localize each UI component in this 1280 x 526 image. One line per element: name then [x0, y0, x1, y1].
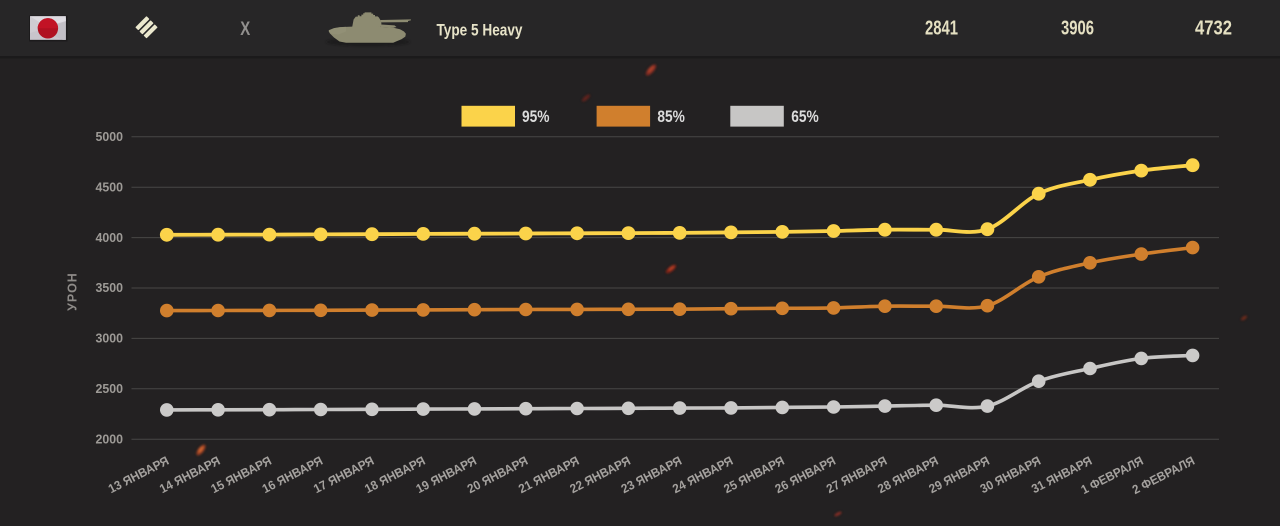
- svg-text:4500: 4500: [96, 180, 124, 194]
- svg-text:2841: 2841: [925, 18, 958, 40]
- svg-text:4732: 4732: [1195, 18, 1232, 40]
- svg-text:2500: 2500: [96, 382, 124, 396]
- svg-text:3500: 3500: [96, 281, 124, 295]
- svg-text:3000: 3000: [96, 332, 124, 346]
- svg-text:Type 5 Heavy: Type 5 Heavy: [437, 21, 523, 40]
- svg-text:65%: 65%: [791, 108, 819, 126]
- svg-text:УРОН: УРОН: [66, 272, 80, 311]
- svg-text:3906: 3906: [1061, 18, 1094, 40]
- svg-text:4000: 4000: [96, 231, 124, 245]
- svg-text:95%: 95%: [522, 108, 550, 126]
- svg-text:2000: 2000: [96, 432, 124, 446]
- svg-text:85%: 85%: [657, 108, 685, 126]
- svg-text:5000: 5000: [96, 130, 124, 144]
- svg-text:X: X: [240, 19, 250, 40]
